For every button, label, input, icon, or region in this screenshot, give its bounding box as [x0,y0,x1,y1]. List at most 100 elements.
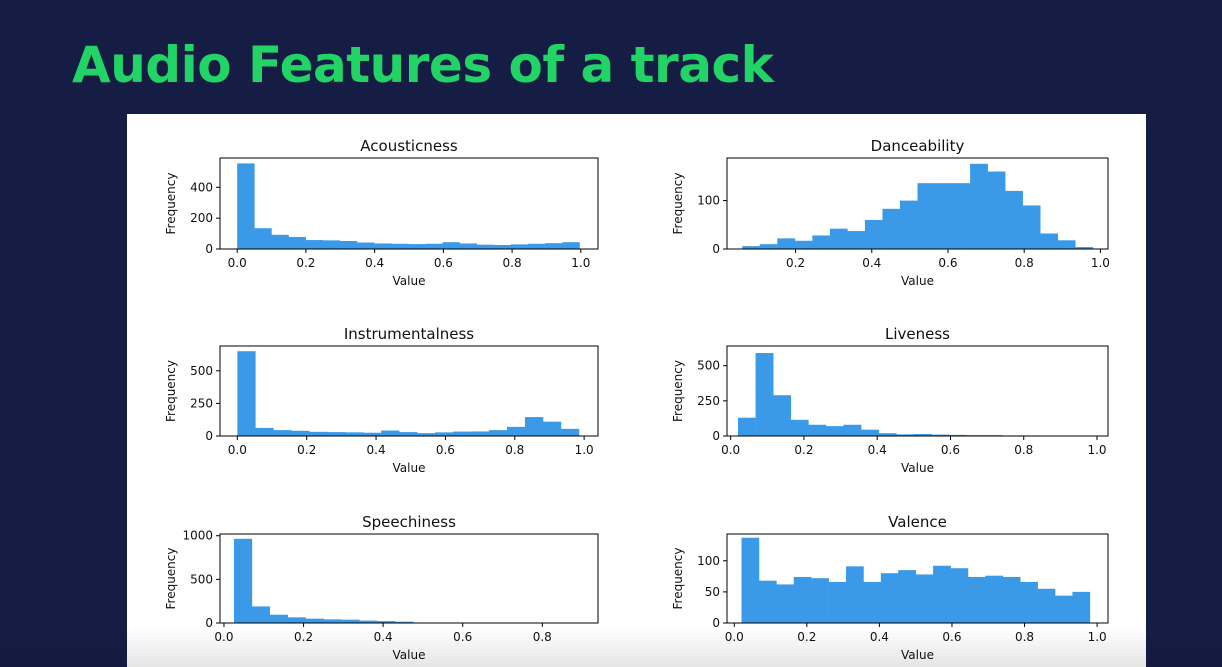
instrumentalness-title: Instrumentalness [344,325,474,343]
speechiness-bar [359,620,378,623]
acousticness-bar [459,243,478,249]
instrumentalness-bar [273,430,292,436]
valence-bar [846,566,864,623]
acousticness-y-tick-label: 0 [205,242,213,256]
valence-histogram: 0.0 0.2 0.4 0.6 0.8 1.0 0 50 100 Valence Value Freq… [671,513,1109,662]
valence-x-tick-label: 0.6 [942,630,961,644]
valence-bar [863,581,882,623]
danceability-title: Danceability [871,137,965,155]
danceability-bar [1022,205,1041,249]
slide-title: Audio Features of a track [72,36,774,94]
liveness-bar [773,395,792,436]
danceability-bar [1005,190,1023,249]
speechiness-y-tick-label: 0 [205,616,213,630]
valence-y-tick-label: 100 [697,554,720,568]
acousticness-bar [237,163,255,249]
speechiness-bar [305,618,324,623]
acousticness-bar [408,244,426,249]
liveness-bar [737,417,756,436]
liveness-bar [755,353,774,436]
liveness-y-axis-label: Frequency [671,360,685,422]
instrumentalness-bar [345,432,364,436]
instrumentalness-x-tick-label: 0.0 [228,443,247,457]
acousticness-y-tick-label: 400 [190,180,213,194]
instrumentalness-x-tick-label: 0.4 [367,443,386,457]
speechiness-x-tick-label: 0.2 [294,630,313,644]
valence-x-tick-label: 0.8 [1015,630,1034,644]
instrumentalness-bar [542,421,562,436]
danceability-bar [917,183,936,249]
danceability-bar [742,246,761,249]
liveness-bar [861,429,879,436]
instrumentalness-x-tick-label: 0.8 [505,443,524,457]
danceability-bar [935,183,953,249]
valence-bar [1072,591,1091,623]
liveness-bar [913,434,932,436]
instrumentalness-histogram: 0.0 0.2 0.4 0.6 0.8 1.0 0 250 500 Instrumentalnes… [164,325,599,475]
instrumentalness-y-tick-label: 500 [190,364,213,378]
danceability-axes-frame [726,157,1109,250]
valence-bar [811,578,829,623]
danceability-x-tick-label: 0.4 [862,256,881,270]
speechiness-bar [395,621,414,623]
danceability-y-tick-label: 0 [712,242,720,256]
valence-x-tick-label: 0.0 [725,630,744,644]
acousticness-bar [476,244,495,249]
instrumentalness-bar [309,431,328,436]
valence-bar [1055,595,1073,623]
instrumentalness-bar [291,430,310,436]
valence-bar [985,575,1004,623]
liveness-y-tick-label: 0 [712,429,720,443]
acousticness-bar [374,243,392,249]
danceability-bar [864,219,883,249]
figure-panel: 0.0 0.2 0.4 0.6 0.8 1.0 0 200 400 Acousticness Val… [127,114,1146,667]
valence-y-axis-label: Frequency [671,548,685,610]
speechiness-x-axis-label: Value [393,648,426,662]
acousticness-x-tick-label: 0.8 [503,256,522,270]
liveness-y-tick-label: 250 [697,394,720,408]
instrumentalness-x-axis-label: Value [393,461,426,475]
acousticness-x-tick-label: 0.2 [296,256,315,270]
valence-bar [1002,576,1021,623]
speechiness-x-tick-label: 0.4 [374,630,393,644]
liveness-y-tick-label: 500 [697,359,720,373]
acousticness-bar [254,228,272,249]
acousticness-axes-frame [219,157,599,250]
speechiness-x-tick-label: 0.8 [533,630,552,644]
liveness-x-tick-label: 0.2 [794,443,813,457]
liveness-bar [808,424,827,436]
acousticness-bar [493,244,512,249]
danceability-x-tick-label: 1.0 [1091,256,1110,270]
speechiness-histogram: 0.0 0.2 0.4 0.6 0.8 0 500 1000 Speechiness Value F… [164,513,599,662]
danceability-x-tick-label: 0.8 [1015,256,1034,270]
valence-axes-frame [726,533,1109,624]
valence-bar [828,581,847,623]
speechiness-x-tick-label: 0.6 [453,630,472,644]
acousticness-x-tick-label: 0.6 [434,256,453,270]
danceability-x-tick-label: 0.6 [938,256,957,270]
instrumentalness-x-tick-label: 1.0 [575,443,594,457]
speechiness-x-tick-label: 0.0 [214,630,233,644]
danceability-bar [987,171,1006,249]
valence-x-axis-label: Value [901,648,934,662]
danceability-bar [777,238,796,249]
danceability-bar [759,244,778,249]
acousticness-x-tick-label: 0.4 [365,256,384,270]
acousticness-bar [391,243,409,249]
instrumentalness-bar [399,432,418,436]
danceability-bar [829,228,848,249]
liveness-axes-frame [726,345,1109,437]
valence-bar [915,574,934,623]
acousticness-x-tick-label: 0.0 [228,256,247,270]
valence-bar [776,584,795,623]
speechiness-y-axis-label: Frequency [164,548,178,610]
valence-bar [898,570,916,623]
danceability-y-tick-label: 100 [697,194,720,208]
speechiness-bar [377,621,396,623]
acousticness-bar [562,242,580,249]
speechiness-axes-frame [219,533,599,624]
liveness-bar [878,433,897,436]
danceability-bar [952,183,971,249]
valence-x-tick-label: 1.0 [1088,630,1107,644]
instrumentalness-bar [255,427,274,436]
